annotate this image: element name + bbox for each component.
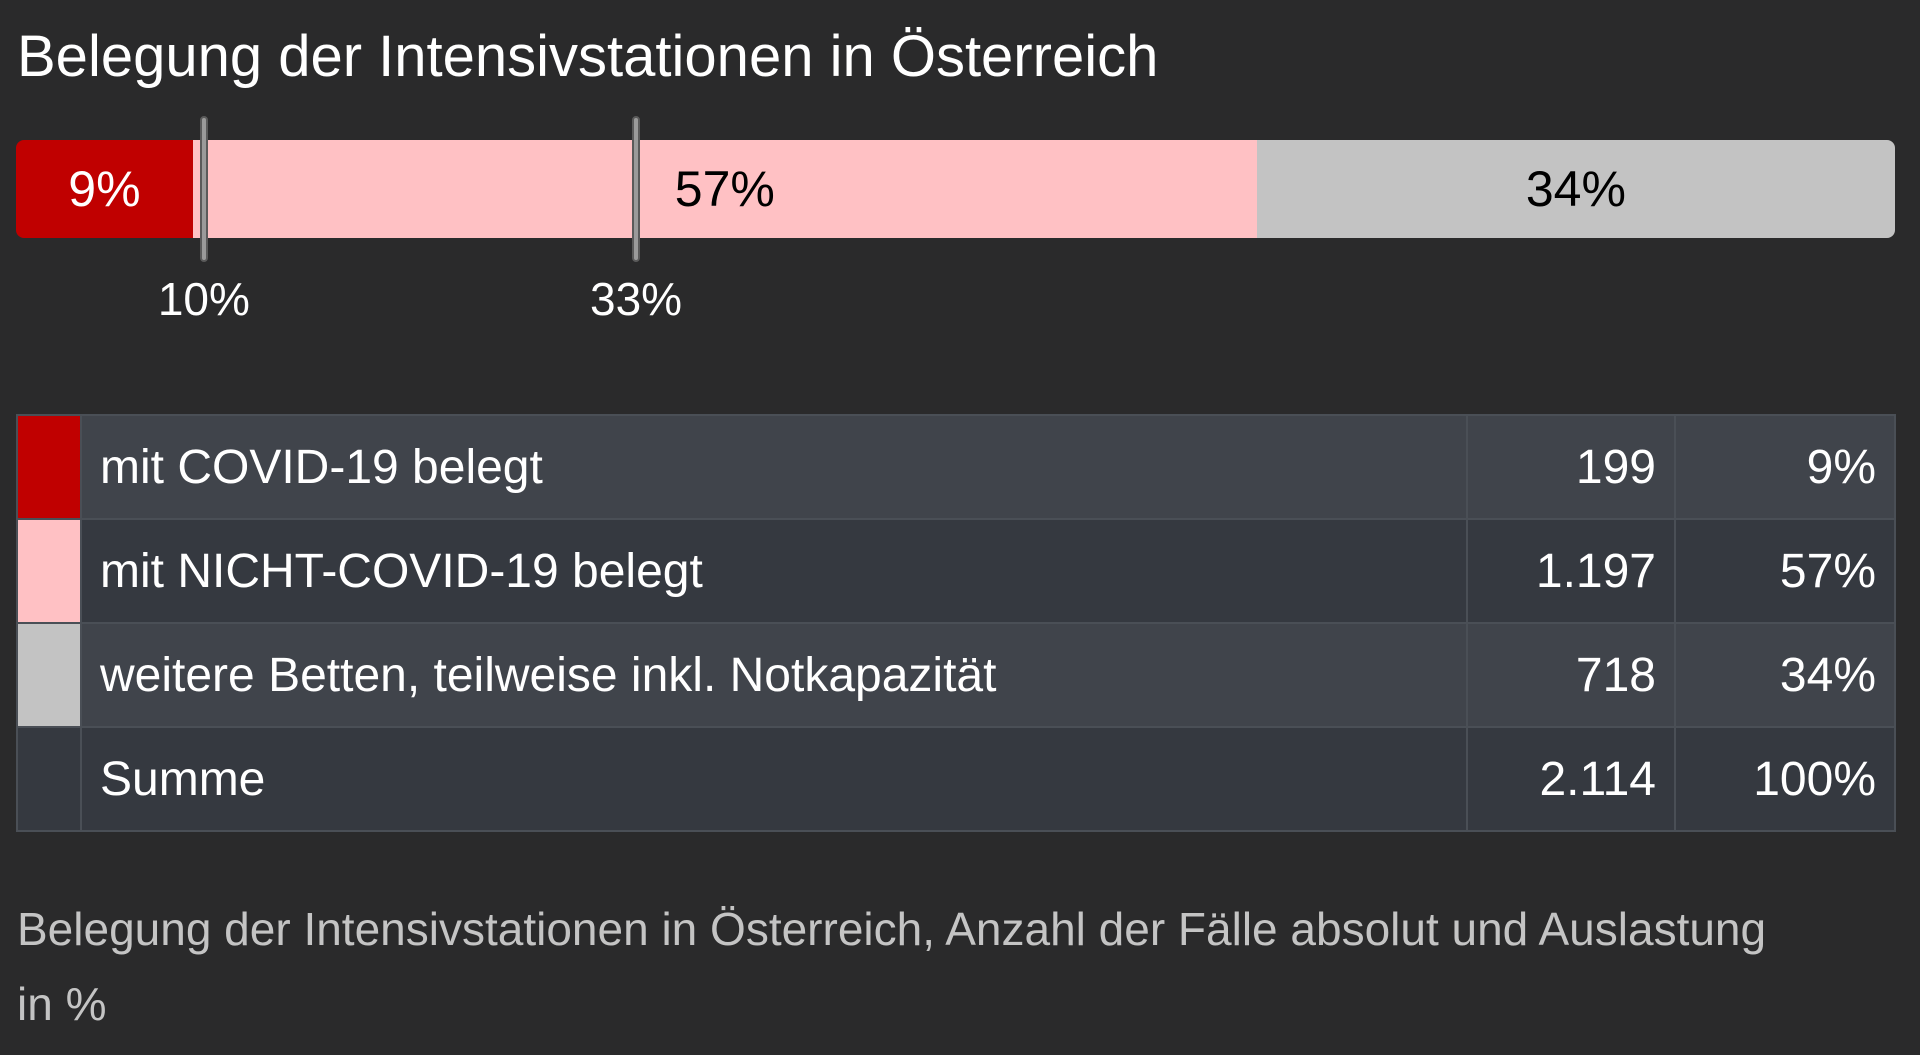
legend-swatch — [16, 622, 82, 728]
total-label: Summe — [80, 726, 1468, 832]
segment-label: 9% — [68, 161, 141, 217]
total-swatch-cell — [16, 726, 82, 832]
chart-title: Belegung der Intensivstationen in Österr… — [17, 24, 1159, 89]
data-table: mit COVID-19 belegt 199 9% mit NICHT-COV… — [16, 414, 1896, 832]
row-percent: 34% — [1674, 622, 1896, 728]
row-percent: 9% — [1674, 414, 1896, 520]
bar-segment: 34% — [1256, 140, 1895, 238]
segment-label: 34% — [1525, 161, 1626, 217]
threshold-marker — [632, 116, 641, 262]
table-row: mit COVID-19 belegt 199 9% — [16, 414, 1896, 520]
threshold-label: 10% — [157, 273, 250, 325]
row-label: weitere Betten, teilweise inkl. Notkapaz… — [80, 622, 1468, 728]
threshold-label: 33% — [590, 273, 683, 325]
row-label: mit NICHT-COVID-19 belegt — [80, 518, 1468, 624]
chart-caption: Belegung der Intensivstationen in Österr… — [17, 903, 1767, 1030]
table-row: weitere Betten, teilweise inkl. Notkapaz… — [16, 622, 1896, 728]
legend-swatch — [16, 414, 82, 520]
table-total-row: Summe 2.114 100% — [16, 726, 1896, 832]
bar-segment: 9% — [16, 140, 193, 238]
total-count: 2.114 — [1466, 726, 1676, 832]
row-count: 718 — [1466, 622, 1676, 728]
row-count: 199 — [1466, 414, 1676, 520]
bar-segment: 57% — [192, 140, 1257, 238]
segment-label: 57% — [674, 161, 775, 217]
table-row: mit NICHT-COVID-19 belegt 1.197 57% — [16, 518, 1896, 624]
legend-swatch — [16, 518, 82, 624]
stacked-bar: 9% 57% 34% — [16, 140, 1895, 238]
row-percent: 57% — [1674, 518, 1896, 624]
total-percent: 100% — [1674, 726, 1896, 832]
row-label: mit COVID-19 belegt — [80, 414, 1468, 520]
threshold-marker — [199, 116, 208, 262]
row-count: 1.197 — [1466, 518, 1676, 624]
